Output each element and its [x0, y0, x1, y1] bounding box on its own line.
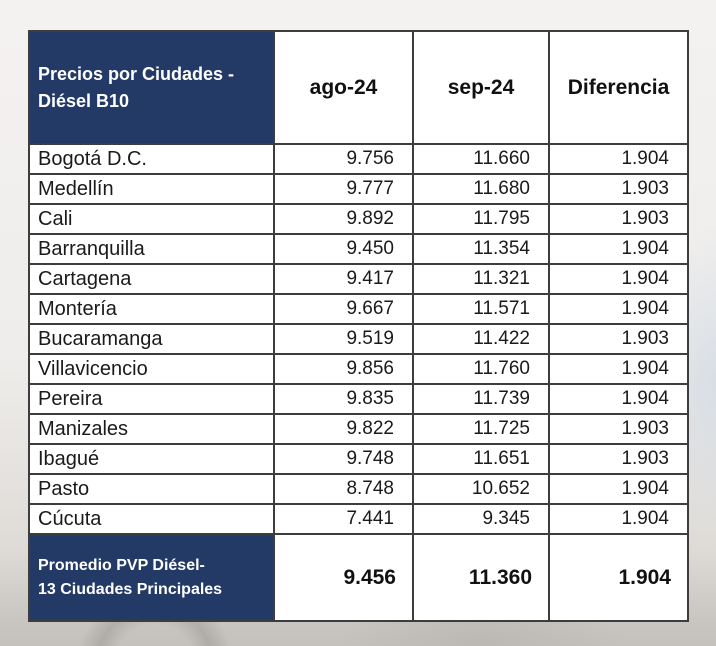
sep-value: 11.680 [412, 173, 550, 205]
column-header-ago-24: ago-24 [273, 30, 414, 145]
table-row: Barranquilla 9.450 11.354 1.904 [28, 233, 689, 265]
sep-value: 11.354 [412, 233, 550, 265]
city: Cúcuta [28, 503, 275, 535]
sep-value: 11.422 [412, 323, 550, 355]
sep-value: 11.725 [412, 413, 550, 445]
table-row: Cúcuta 7.441 9.345 1.904 [28, 503, 689, 535]
ago-value: 9.748 [273, 443, 414, 475]
dif-value: 1.903 [548, 323, 689, 355]
city: Cali [28, 203, 275, 235]
footer-label-line2: 13 Ciudades Principales [38, 580, 223, 598]
table-row: Cartagena 9.417 11.321 1.904 [28, 263, 689, 295]
dif-value: 1.904 [548, 143, 689, 175]
table-row: Ibagué 9.748 11.651 1.903 [28, 443, 689, 475]
ago-value: 9.822 [273, 413, 414, 445]
table-row: Pereira 9.835 11.739 1.904 [28, 383, 689, 415]
table-footer-row: Promedio PVP Diésel- 13 Ciudades Princip… [28, 533, 689, 622]
city: Cartagena [28, 263, 275, 295]
dif-value: 1.904 [548, 383, 689, 415]
footer-label-cell: Promedio PVP Diésel- 13 Ciudades Princip… [28, 533, 275, 622]
table-row: Manizales 9.822 11.725 1.903 [28, 413, 689, 445]
diesel-price-table: Precios por Ciudades - Diésel B10 ago-24… [28, 30, 689, 622]
footer-label-line1: Promedio PVP Diésel- [38, 556, 205, 574]
dif-value: 1.903 [548, 173, 689, 205]
dif-value: 1.904 [548, 263, 689, 295]
table-title-line1: Precios por Ciudades - [38, 64, 235, 85]
sep-value: 11.660 [412, 143, 550, 175]
dif-value: 1.904 [548, 233, 689, 265]
city: Bucaramanga [28, 323, 275, 355]
ago-value: 9.667 [273, 293, 414, 325]
footer-dif-value: 1.904 [548, 533, 689, 622]
sep-value: 9.345 [412, 503, 550, 535]
city: Medellín [28, 173, 275, 205]
sep-value: 11.571 [412, 293, 550, 325]
table-body: Bogotá D.C. 9.756 11.660 1.904 Medellín 9.777… [28, 143, 689, 535]
dif-value: 1.904 [548, 293, 689, 325]
column-header-diferencia: Diferencia [548, 30, 689, 145]
column-header-sep-24: sep-24 [412, 30, 550, 145]
sep-value: 10.652 [412, 473, 550, 505]
sep-value: 11.795 [412, 203, 550, 235]
ago-value: 7.441 [273, 503, 414, 535]
city: Barranquilla [28, 233, 275, 265]
city: Villavicencio [28, 353, 275, 385]
table-header-row: Precios por Ciudades - Diésel B10 ago-24… [28, 30, 689, 145]
city: Pereira [28, 383, 275, 415]
table-row: Bogotá D.C. 9.756 11.660 1.904 [28, 143, 689, 175]
table-row: Cali 9.892 11.795 1.903 [28, 203, 689, 235]
table-row: Pasto 8.748 10.652 1.904 [28, 473, 689, 505]
dif-value: 1.903 [548, 203, 689, 235]
city: Montería [28, 293, 275, 325]
city: Manizales [28, 413, 275, 445]
dif-value: 1.903 [548, 443, 689, 475]
sep-value: 11.760 [412, 353, 550, 385]
table-title-line2: Diésel B10 [38, 90, 130, 111]
ago-value: 9.892 [273, 203, 414, 235]
table-row: Villavicencio 9.856 11.760 1.904 [28, 353, 689, 385]
table-row: Bucaramanga 9.519 11.422 1.903 [28, 323, 689, 355]
city: Pasto [28, 473, 275, 505]
ago-value: 9.856 [273, 353, 414, 385]
sep-value: 11.321 [412, 263, 550, 295]
footer-sep-value: 11.360 [412, 533, 550, 622]
dif-value: 1.903 [548, 413, 689, 445]
table-title-cell: Precios por Ciudades - Diésel B10 [28, 30, 275, 145]
table-row: Medellín 9.777 11.680 1.903 [28, 173, 689, 205]
city: Bogotá D.C. [28, 143, 275, 175]
footer-ago-value: 9.456 [273, 533, 414, 622]
dif-value: 1.904 [548, 473, 689, 505]
ago-value: 9.417 [273, 263, 414, 295]
ago-value: 8.748 [273, 473, 414, 505]
dif-value: 1.904 [548, 503, 689, 535]
city: Ibagué [28, 443, 275, 475]
ago-value: 9.756 [273, 143, 414, 175]
sep-value: 11.739 [412, 383, 550, 415]
ago-value: 9.519 [273, 323, 414, 355]
dif-value: 1.904 [548, 353, 689, 385]
ago-value: 9.835 [273, 383, 414, 415]
ago-value: 9.450 [273, 233, 414, 265]
table-row: Montería 9.667 11.571 1.904 [28, 293, 689, 325]
ago-value: 9.777 [273, 173, 414, 205]
sep-value: 11.651 [412, 443, 550, 475]
